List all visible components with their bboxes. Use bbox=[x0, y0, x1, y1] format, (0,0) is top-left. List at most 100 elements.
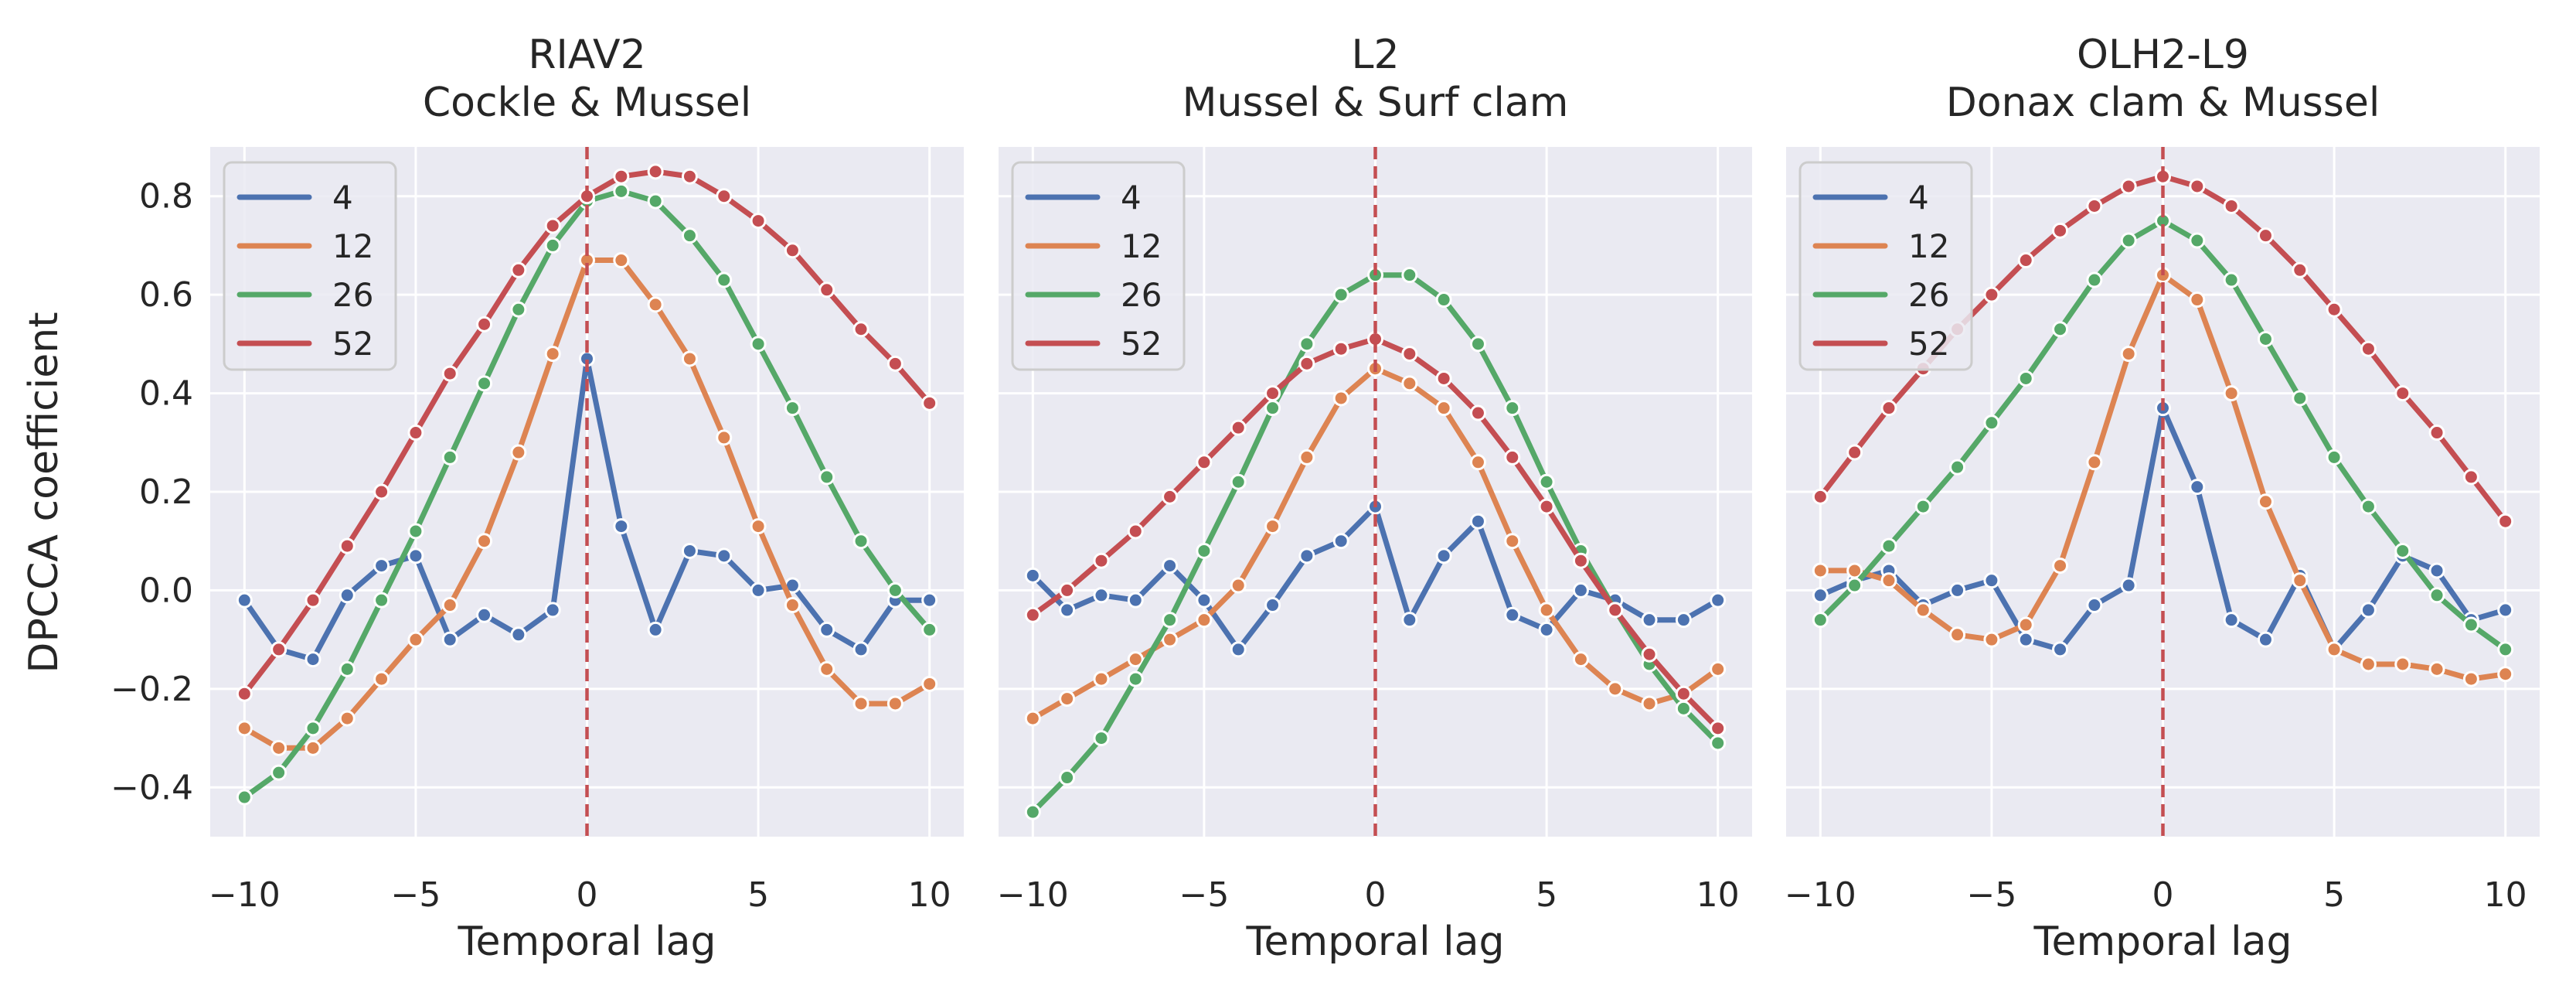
data-point bbox=[1298, 448, 1315, 466]
legend-label-12: 12 bbox=[332, 227, 373, 265]
y-tick-label: 0.8 bbox=[139, 177, 193, 217]
data-point bbox=[2017, 631, 2034, 648]
data-point bbox=[271, 764, 288, 781]
legend-label-26: 26 bbox=[1121, 276, 1162, 314]
data-point bbox=[2189, 178, 2206, 195]
data-point bbox=[818, 621, 835, 638]
data-point bbox=[2462, 469, 2479, 486]
data-point bbox=[1572, 552, 1589, 569]
data-point bbox=[750, 581, 767, 599]
data-point bbox=[2257, 330, 2274, 347]
data-point bbox=[2292, 572, 2309, 589]
data-point bbox=[1059, 581, 1076, 599]
panel-title: L2 bbox=[1351, 32, 1399, 78]
data-point bbox=[1264, 597, 1281, 614]
data-point bbox=[2462, 670, 2479, 687]
data-point bbox=[373, 483, 390, 500]
data-point bbox=[1675, 685, 1692, 702]
data-point bbox=[1435, 292, 1452, 309]
data-point bbox=[510, 261, 527, 278]
data-point bbox=[2017, 252, 2034, 269]
data-point bbox=[1196, 592, 1213, 609]
data-point bbox=[1504, 606, 1521, 623]
data-point bbox=[1949, 626, 1966, 643]
x-tick-label: −10 bbox=[209, 875, 281, 915]
data-point bbox=[784, 597, 801, 614]
data-point bbox=[339, 537, 356, 554]
data-point bbox=[476, 375, 493, 392]
data-point bbox=[2497, 513, 2514, 530]
data-point bbox=[1059, 691, 1076, 708]
data-point bbox=[476, 533, 493, 550]
y-tick-label: −0.2 bbox=[111, 670, 193, 709]
data-point bbox=[1983, 286, 2000, 303]
data-point bbox=[1435, 400, 1452, 417]
legend-label-12: 12 bbox=[1121, 227, 1162, 265]
data-point bbox=[1332, 390, 1349, 407]
data-point bbox=[647, 296, 664, 313]
data-point bbox=[2497, 602, 2514, 619]
data-point bbox=[921, 394, 938, 411]
data-point bbox=[2223, 385, 2240, 402]
x-tick-label: 5 bbox=[2323, 875, 2345, 915]
data-point bbox=[852, 533, 869, 550]
data-point bbox=[1401, 612, 1418, 629]
data-point bbox=[2497, 666, 2514, 683]
data-point bbox=[647, 163, 664, 180]
data-point bbox=[1504, 400, 1521, 417]
data-point bbox=[1710, 592, 1727, 609]
data-point bbox=[1264, 400, 1281, 417]
data-point bbox=[1264, 518, 1281, 535]
data-point bbox=[544, 217, 561, 234]
data-point bbox=[2394, 542, 2411, 559]
legend-label-52: 52 bbox=[1908, 325, 1949, 363]
legend-label-4: 4 bbox=[1908, 179, 1929, 217]
data-point bbox=[1607, 602, 1624, 619]
data-point bbox=[2120, 232, 2137, 249]
data-point bbox=[544, 346, 561, 363]
data-point bbox=[647, 621, 664, 638]
y-tick-label: 0.4 bbox=[139, 374, 193, 414]
data-point bbox=[1846, 444, 1863, 461]
data-point bbox=[1914, 498, 1931, 515]
x-tick-label: 5 bbox=[1536, 875, 1557, 915]
data-point bbox=[1024, 567, 1041, 584]
data-point bbox=[1812, 612, 1829, 629]
data-point bbox=[2189, 232, 2206, 249]
data-point bbox=[852, 641, 869, 658]
data-point bbox=[681, 168, 698, 185]
data-point bbox=[1024, 710, 1041, 727]
data-point bbox=[2462, 616, 2479, 633]
data-point bbox=[2428, 587, 2445, 604]
data-point bbox=[2292, 261, 2309, 278]
data-point bbox=[373, 592, 390, 609]
data-point bbox=[2052, 641, 2069, 658]
data-point bbox=[1162, 558, 1179, 575]
data-point bbox=[2120, 346, 2137, 363]
x-axis-label: Temporal lag bbox=[2033, 919, 2292, 965]
data-point bbox=[441, 365, 458, 382]
data-point bbox=[1469, 404, 1486, 421]
data-point bbox=[613, 182, 630, 200]
data-point bbox=[2394, 385, 2411, 402]
data-point bbox=[2428, 562, 2445, 579]
data-point bbox=[1607, 680, 1624, 697]
x-tick-label: 0 bbox=[1365, 875, 1387, 915]
data-point bbox=[2292, 390, 2309, 407]
data-point bbox=[1196, 542, 1213, 559]
data-point bbox=[339, 710, 356, 727]
panel-subtitle: Mussel & Surf clam bbox=[1183, 80, 1569, 126]
data-point bbox=[373, 558, 390, 575]
data-point bbox=[1538, 498, 1555, 515]
data-point bbox=[818, 469, 835, 486]
data-point bbox=[1127, 592, 1144, 609]
data-point bbox=[339, 660, 356, 677]
legend-label-4: 4 bbox=[1121, 179, 1142, 217]
data-point bbox=[305, 739, 322, 756]
data-point bbox=[1812, 488, 1829, 505]
data-point bbox=[886, 355, 903, 372]
data-point bbox=[1675, 700, 1692, 717]
data-point bbox=[681, 350, 698, 367]
